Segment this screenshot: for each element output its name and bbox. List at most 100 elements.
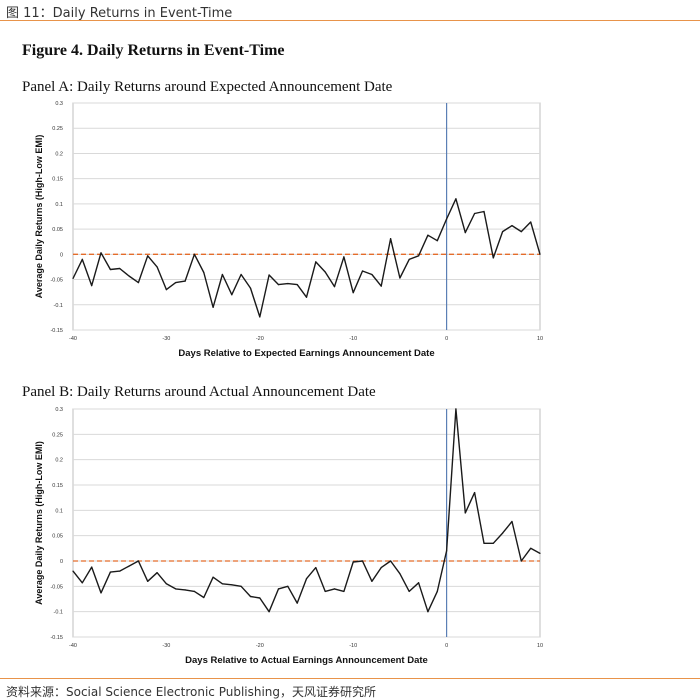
panel-b-data-point (91, 566, 93, 568)
panel-a-data-point (352, 292, 354, 294)
panel-a-y-tick-label: 0.3 (55, 101, 63, 107)
panel-b-data-point (249, 595, 252, 598)
panel-a-data-point (455, 198, 457, 200)
panel-b-y-tick-label: 0.3 (55, 407, 63, 413)
panel-a-data-point (389, 238, 392, 240)
footer-divider (0, 678, 700, 679)
panel-b-chart: -0.15 -0.1 -0.05 0 0.05 0.1 0.15 0.2 0.25 0.3 -40 -… (34, 407, 543, 666)
panel-b-data-point (530, 547, 532, 549)
panel-a-y-tick-label: -0.1 (54, 303, 63, 309)
panel-a-y-tick-label: 0.15 (52, 177, 63, 183)
panel-b-data-point (455, 408, 457, 410)
panel-a-data-point (91, 285, 93, 287)
panel-b-data-point (361, 560, 364, 562)
panel-a-data-point (530, 221, 532, 223)
panel-a-data-point (446, 218, 448, 220)
panel-b-data-point (240, 585, 242, 587)
panel-b-data-point (128, 565, 130, 567)
panel-b-y-tick-label: 0.25 (52, 432, 63, 438)
panel-b-y-tick-label: 0.05 (52, 534, 63, 540)
panel-b-y-tick-label: -0.05 (50, 584, 63, 590)
panel-a-data-point (333, 286, 336, 288)
panel-a-y-tick-label: 0.25 (52, 126, 63, 132)
panel-a-data-point (119, 267, 121, 270)
panel-b-data-point (343, 590, 345, 592)
panel-b-data-point (371, 580, 373, 582)
panel-b-data-point (389, 560, 392, 562)
panel-b-y-tick-label: 0.15 (52, 483, 63, 489)
panel-a-data-point (100, 252, 102, 254)
panel-b-data-point (137, 560, 139, 562)
panel-a-x-tick-label: 10 (537, 336, 543, 342)
panel-a-y-tick-label: -0.15 (50, 328, 63, 334)
panel-b-x-tick-label: 0 (445, 643, 448, 649)
panel-a-y-tick-label: 0.1 (55, 202, 63, 208)
panel-a-data-point (417, 255, 420, 257)
panel-b-y-tick-label: 0.2 (55, 458, 63, 464)
panel-b-data-point (446, 550, 448, 552)
panel-b-data-point (119, 570, 121, 572)
panel-b-plot-area (72, 408, 541, 638)
panel-a-data-point (184, 280, 186, 282)
panel-a-data-point (539, 253, 541, 255)
panel-a-data-point (371, 273, 373, 276)
panel-b-data-point (539, 552, 541, 554)
panel-b-data-point (315, 566, 317, 569)
panel-a-data-point (249, 287, 252, 289)
panel-a-x-axis-label: Days Relative to Expected Earnings Annou… (178, 348, 434, 359)
panel-a-data-point (128, 275, 130, 277)
panel-b-data-point (483, 542, 485, 544)
panel-a-data-point (221, 273, 224, 276)
panel-a-y-tick-label: 0.2 (55, 151, 63, 157)
panel-a-data-point (109, 268, 111, 271)
panel-a-data-point (203, 271, 205, 274)
panel-b-data-point (109, 571, 111, 573)
panel-a-data-point (287, 282, 289, 285)
panel-b-y-tick-label: 0.1 (55, 508, 63, 514)
panel-a-data-point (483, 210, 485, 213)
panel-a-data-point (81, 258, 83, 260)
panel-b-y-tick-label: -0.1 (54, 610, 63, 616)
panel-a-data-point (520, 231, 522, 233)
panel-b-data-point (72, 570, 74, 572)
source-note: 资料来源：Social Science Electronic Publishin… (6, 685, 377, 699)
panel-b-data-point (165, 583, 167, 585)
panel-b-title: Panel B: Daily Returns around Actual Ann… (22, 384, 376, 400)
panel-b-data-point (175, 588, 177, 590)
panel-b-y-tick-label: 0 (60, 559, 63, 565)
panel-b-data-point (193, 590, 196, 592)
panel-a-x-tick-label: -30 (162, 336, 170, 342)
panel-b-data-point (511, 520, 513, 523)
panel-a-data-point (259, 316, 261, 318)
panel-a-data-point (436, 240, 438, 242)
panel-b-x-tick-label: -10 (349, 643, 357, 649)
panel-b-data-point (296, 602, 298, 604)
panel-a-chart: -0.15 -0.1 -0.05 0 0.05 0.1 0.15 0.2 0.25 0.3 -40 -… (34, 101, 543, 359)
panel-a-data-point (156, 266, 158, 268)
panel-a-data-point (380, 285, 382, 287)
panel-b-data-point (380, 566, 382, 569)
panel-a-data-point (474, 212, 476, 215)
panel-a-data-point (296, 284, 298, 286)
panel-a-data-point (464, 232, 466, 234)
figure-header: 图 11：Daily Returns in Event-Time (0, 0, 700, 21)
panel-b-data-point (287, 585, 289, 587)
panel-a-data-point (361, 270, 364, 272)
panel-a-data-point (492, 257, 494, 259)
panel-b-data-point (268, 611, 270, 613)
panel-b-data-point (408, 590, 410, 592)
panel-a-data-point (277, 284, 280, 286)
panel-b-data-point (305, 578, 308, 580)
panel-a-data-point (427, 234, 429, 236)
panel-b-data-point (221, 583, 224, 585)
panel-a-data-point (137, 281, 139, 284)
panel-a-data-point (165, 289, 167, 291)
panel-b-data-point (502, 532, 504, 534)
panel-a-y-tick-label: 0 (60, 252, 63, 258)
panel-b-y-tick-label: -0.15 (50, 635, 63, 641)
panel-a-x-tick-label: -40 (69, 336, 77, 342)
panel-b-data-point (203, 596, 205, 599)
panel-a-data-point (268, 274, 270, 276)
panel-b-x-tick-label: 10 (537, 643, 543, 649)
header-divider (0, 20, 700, 21)
